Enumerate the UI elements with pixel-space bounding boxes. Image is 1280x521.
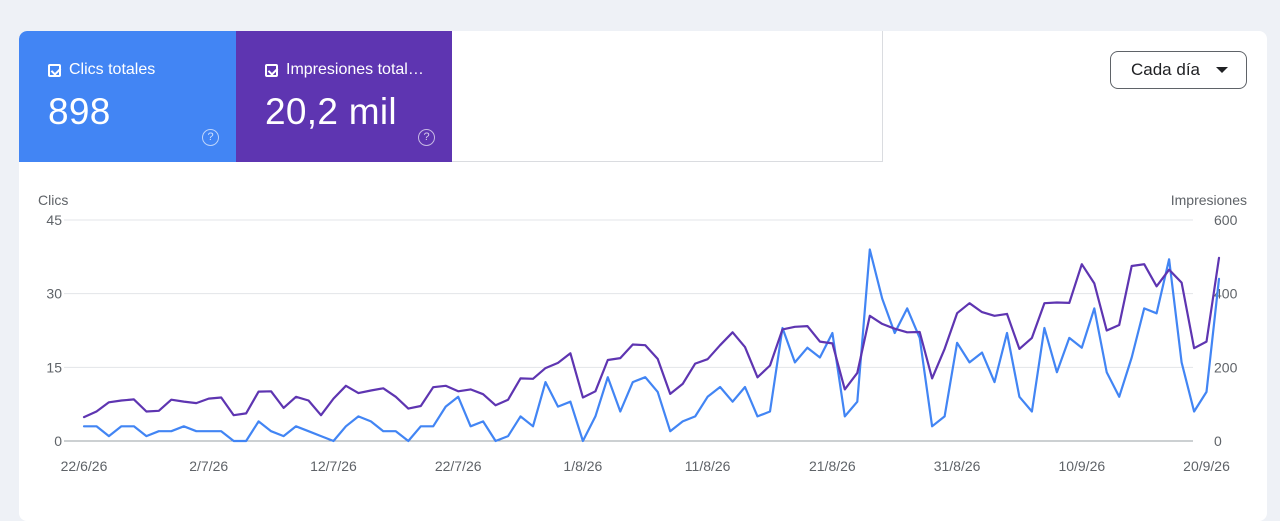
total-impressions-card[interactable]: Impresiones total… 20,2 mil ? <box>236 31 452 162</box>
checkbox-checked-icon[interactable] <box>48 63 61 77</box>
total-clicks-card[interactable]: Clics totales 898 ? <box>19 31 236 162</box>
caret-down-icon <box>1216 67 1228 73</box>
left-axis-tick-label: 15 <box>46 359 62 375</box>
x-axis-tick-label: 21/8/26 <box>809 458 856 474</box>
metric-card-placeholder <box>452 31 883 162</box>
left-axis-tick-label: 45 <box>46 212 62 228</box>
checkbox-checked-icon[interactable] <box>265 63 278 77</box>
right-axis-title: Impresiones <box>1171 192 1247 208</box>
x-axis-tick-label: 2/7/26 <box>189 458 228 474</box>
x-axis-tick-label: 20/9/26 <box>1183 458 1230 474</box>
performance-chart: 0 15 30 45 0 200 400 600 Clics Impresiones 22/6/26… <box>38 192 1247 474</box>
right-axis-tick-label: 600 <box>1214 212 1238 228</box>
right-axis-tick-label: 0 <box>1214 433 1222 449</box>
total-impressions-value: 20,2 mil <box>265 91 397 132</box>
total-clicks-value: 898 <box>48 91 111 132</box>
performance-card: Clics totales 898 ? Impresiones total… 2… <box>19 31 1267 521</box>
x-axis-tick-label: 22/6/26 <box>61 458 108 474</box>
series-line-clics <box>82 248 1221 443</box>
right-axis-tick-label: 200 <box>1214 359 1238 375</box>
granularity-label: Cada día <box>1131 60 1200 79</box>
left-axis-title: Clics <box>38 192 68 208</box>
left-axis-tick-label: 0 <box>54 433 62 449</box>
series-line-impresiones <box>82 256 1221 419</box>
x-axis-tick-label: 22/7/26 <box>435 458 482 474</box>
x-axis-tick-label: 31/8/26 <box>934 458 981 474</box>
help-icon[interactable]: ? <box>418 129 435 146</box>
left-axis-tick-label: 30 <box>46 286 62 302</box>
x-axis-tick-label: 1/8/26 <box>563 458 602 474</box>
x-axis-tick-label: 11/8/26 <box>685 458 731 474</box>
x-axis-tick-label: 10/9/26 <box>1058 458 1105 474</box>
help-icon[interactable]: ? <box>202 129 219 146</box>
granularity-dropdown[interactable]: Cada día <box>1110 51 1247 89</box>
right-axis-tick-label: 400 <box>1214 286 1238 302</box>
x-axis-tick-label: 12/7/26 <box>310 458 357 474</box>
